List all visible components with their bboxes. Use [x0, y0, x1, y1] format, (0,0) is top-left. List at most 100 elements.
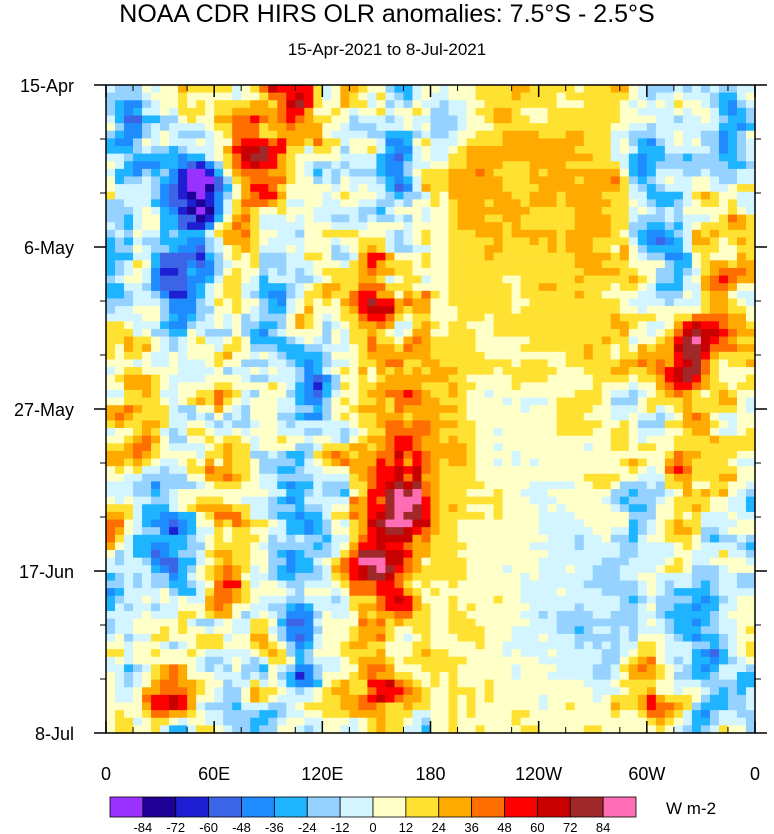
heat-cell [664, 367, 675, 376]
heat-cell [493, 100, 504, 109]
heat-cell [565, 428, 576, 437]
heat-cell [547, 557, 558, 566]
heat-cell [538, 275, 549, 284]
heat-cell [637, 580, 648, 589]
heat-cell [664, 115, 675, 124]
heat-cell [637, 130, 648, 139]
heat-cell [664, 473, 675, 483]
heat-cell [664, 351, 675, 361]
heat-cell [277, 199, 287, 208]
heat-cell [394, 359, 405, 368]
heat-cell [349, 382, 359, 391]
heat-cell [529, 191, 540, 200]
heat-cell [313, 588, 323, 597]
heat-cell [538, 435, 549, 444]
heat-cell [295, 199, 305, 208]
heat-cell [286, 214, 296, 223]
heat-cell [412, 168, 423, 178]
heat-cell [322, 489, 332, 498]
heat-cell [736, 191, 747, 200]
heat-cell [709, 138, 720, 147]
heat-cell [358, 443, 368, 452]
heat-cell [682, 206, 693, 216]
heat-cell [232, 496, 242, 505]
heat-cell [178, 130, 188, 139]
heat-cell [718, 557, 729, 566]
heat-cell [250, 420, 260, 429]
heat-cell [529, 466, 540, 475]
heat-cell [250, 283, 260, 292]
heat-cell [484, 572, 495, 582]
heat-cell [673, 328, 684, 338]
heat-cell [115, 473, 125, 483]
heat-cell [628, 412, 639, 422]
heat-cell [646, 435, 657, 444]
heat-cell [205, 389, 215, 399]
heat-cell [358, 389, 368, 399]
heat-cell [700, 237, 711, 246]
heat-cell [142, 519, 152, 528]
heat-cell [124, 100, 134, 109]
heat-cell [583, 85, 594, 94]
heat-cell [304, 191, 314, 200]
heat-cell [277, 100, 287, 109]
heat-cell [313, 496, 323, 505]
heat-cell [115, 115, 125, 124]
heat-cell [484, 267, 495, 277]
heat-cell [124, 168, 134, 178]
heat-cell [421, 153, 432, 162]
heat-cell [673, 229, 684, 239]
heat-cell [340, 458, 350, 467]
heat-cell [466, 313, 477, 322]
heat-cell [268, 565, 278, 574]
heat-cell [241, 85, 251, 94]
heat-cell [250, 527, 260, 536]
heat-cell [106, 184, 116, 193]
heat-cell [502, 115, 513, 124]
heat-cell [619, 595, 630, 604]
heat-cell [664, 145, 675, 155]
heat-cell [196, 237, 206, 246]
heat-cell [394, 336, 405, 345]
heat-cell [331, 428, 341, 437]
heat-cell [457, 580, 468, 589]
heat-cell [709, 481, 720, 490]
heat-cell [538, 572, 549, 582]
heat-cell [610, 412, 621, 422]
heat-cell [367, 412, 378, 422]
heat-cell [439, 489, 450, 498]
heat-cell [187, 161, 197, 170]
heat-cell [520, 184, 531, 193]
heat-cell [259, 611, 269, 620]
heat-cell [592, 397, 603, 406]
heat-cell [664, 252, 675, 261]
heat-cell [340, 572, 350, 582]
heat-cell [214, 199, 224, 208]
heat-cell [646, 237, 657, 246]
heat-cell [655, 168, 666, 178]
heat-cell [547, 275, 558, 284]
heat-cell [169, 496, 179, 505]
heat-cell [313, 153, 323, 162]
heat-cell [727, 542, 738, 551]
heat-cell [745, 565, 756, 574]
heat-cell [304, 130, 314, 139]
heat-cell [151, 245, 161, 254]
heat-cell [583, 519, 594, 528]
heat-cell [187, 603, 197, 612]
heat-cell [178, 328, 188, 338]
heat-cell [205, 466, 215, 475]
heat-cell [619, 283, 630, 292]
heat-cell [133, 389, 143, 399]
heat-cell [376, 481, 387, 490]
heat-cell [160, 489, 170, 498]
heat-cell [475, 252, 486, 261]
heat-cell [457, 534, 468, 544]
heat-cell [403, 603, 414, 612]
heat-cell [646, 313, 657, 322]
heat-cell [268, 580, 278, 589]
heat-cell [367, 229, 378, 239]
heat-cell [646, 588, 657, 597]
heat-cell [682, 527, 693, 536]
heat-cell [358, 580, 368, 589]
